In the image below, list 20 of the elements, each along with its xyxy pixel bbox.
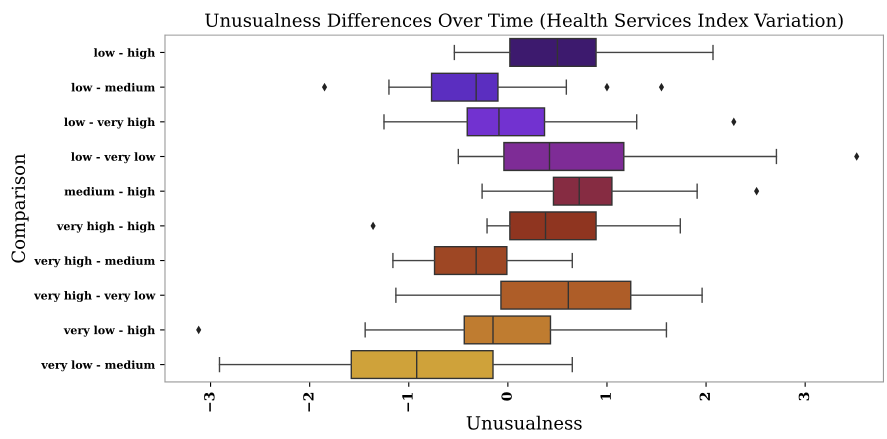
- y-tick-label: very low - medium: [41, 360, 156, 372]
- y-tick-label: low - high: [94, 48, 156, 60]
- y-tick-label: low - medium: [71, 82, 156, 92]
- x-tick-label: 0: [501, 392, 512, 401]
- x-tick-label: −3: [204, 392, 215, 412]
- x-axis-title: Unusualness: [466, 416, 582, 430]
- x-tick-label: 3: [798, 392, 810, 400]
- y-axis-title: Comparison: [11, 154, 29, 263]
- x-tick-label: 2: [700, 392, 710, 400]
- y-tick-label: very low - high: [64, 326, 156, 337]
- x-tick-label: −2: [303, 392, 314, 412]
- y-tick-label: very high - very low: [34, 291, 156, 302]
- y-tick-label: medium - high: [64, 186, 156, 198]
- y-tick-label: low - very high: [64, 118, 156, 129]
- chart-title: Unusualness Differences Over Time (Health Services Index Variation): [205, 13, 843, 30]
- x-tick-label: −1: [402, 393, 413, 412]
- y-tick-label: low - very low: [71, 152, 156, 164]
- x-tick-label: 1: [600, 393, 611, 400]
- y-tick-label: very high - high: [56, 222, 156, 233]
- y-tick-label: very high - medium: [34, 256, 156, 268]
